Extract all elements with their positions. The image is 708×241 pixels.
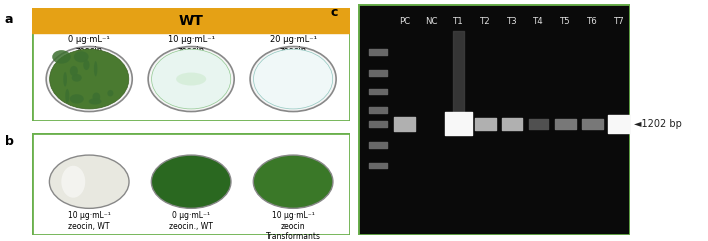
Text: T2: T2 [480, 18, 491, 27]
Ellipse shape [152, 155, 231, 208]
Text: 20 μg·mL⁻¹
zeocin: 20 μg·mL⁻¹ zeocin [270, 35, 316, 55]
Text: T6: T6 [587, 18, 598, 27]
Ellipse shape [65, 89, 69, 103]
Ellipse shape [253, 49, 333, 109]
Text: T1: T1 [453, 18, 464, 27]
Ellipse shape [70, 66, 78, 76]
Text: b: b [5, 135, 14, 148]
Ellipse shape [250, 47, 336, 112]
Text: T3: T3 [507, 18, 518, 27]
Ellipse shape [88, 98, 101, 105]
Bar [32, 8, 350, 33]
Text: ◄1202 bp: ◄1202 bp [634, 119, 682, 129]
Text: PC: PC [399, 18, 411, 27]
Ellipse shape [176, 73, 206, 86]
Text: 10 μg·mL⁻¹
zeocin
Transformants: 10 μg·mL⁻¹ zeocin Transformants [266, 211, 321, 241]
Ellipse shape [46, 47, 132, 112]
Text: T7: T7 [614, 18, 624, 27]
Text: a: a [5, 13, 13, 26]
Ellipse shape [50, 155, 129, 208]
Ellipse shape [74, 51, 88, 62]
Ellipse shape [253, 155, 333, 208]
Text: NC: NC [426, 18, 438, 27]
Ellipse shape [152, 49, 231, 109]
Text: WT: WT [178, 14, 204, 28]
Text: 10 μg·mL⁻¹
zeocin, WT: 10 μg·mL⁻¹ zeocin, WT [68, 211, 110, 231]
Text: T4: T4 [533, 18, 544, 27]
Ellipse shape [148, 47, 234, 112]
Ellipse shape [72, 74, 81, 82]
Ellipse shape [94, 61, 98, 76]
Ellipse shape [84, 60, 90, 70]
Text: c: c [331, 6, 338, 19]
Text: 0 μg·mL⁻¹
zeocin: 0 μg·mL⁻¹ zeocin [69, 35, 110, 55]
Text: 0 μg·mL⁻¹
zeocin., WT: 0 μg·mL⁻¹ zeocin., WT [169, 211, 213, 231]
Ellipse shape [50, 49, 129, 109]
Text: 10 μg·mL⁻¹
zeocin: 10 μg·mL⁻¹ zeocin [168, 35, 215, 55]
Ellipse shape [93, 93, 101, 101]
Ellipse shape [52, 50, 71, 64]
Ellipse shape [108, 90, 113, 96]
Ellipse shape [69, 94, 84, 104]
Ellipse shape [63, 72, 67, 87]
Ellipse shape [62, 166, 85, 198]
Text: T5: T5 [560, 18, 571, 27]
